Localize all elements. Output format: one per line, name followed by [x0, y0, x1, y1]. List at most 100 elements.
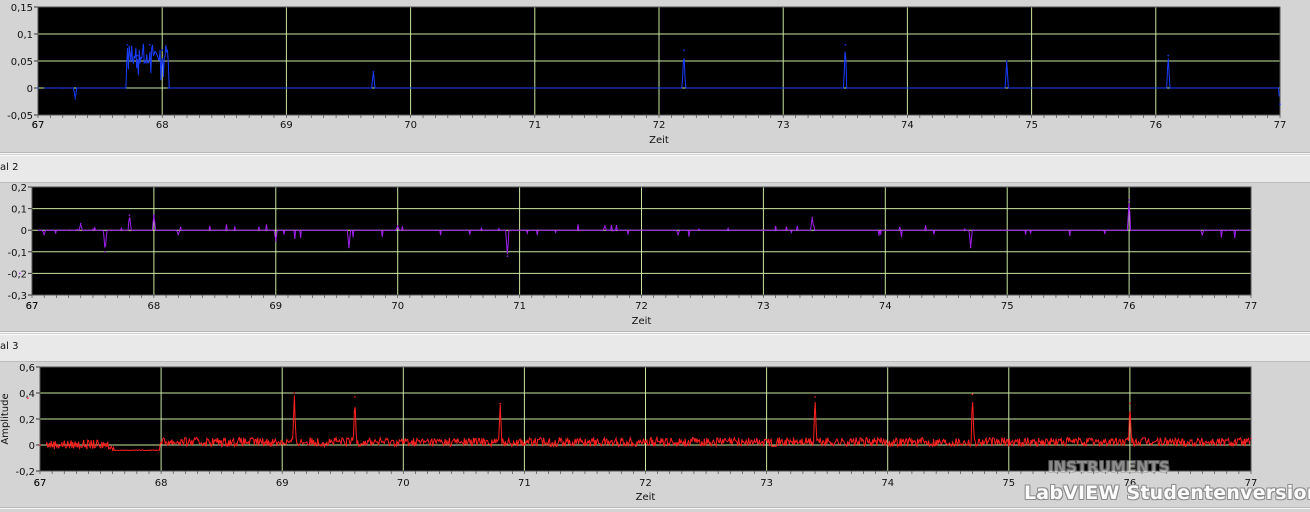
plot-frame	[37, 6, 1281, 116]
data-point	[348, 246, 350, 249]
y-tick-label: 0,2	[11, 183, 27, 194]
data-point	[43, 233, 45, 236]
x-tick-label: 76	[1149, 120, 1162, 131]
x-tick-label: 73	[777, 120, 790, 131]
x-tick-label: 75	[1002, 478, 1015, 489]
data-point	[160, 441, 162, 444]
x-tick-label: 73	[757, 301, 770, 312]
x-tick-label: 67	[26, 301, 39, 312]
data-point	[148, 44, 151, 46]
x-tick-label: 68	[148, 301, 161, 312]
data-point	[99, 446, 102, 449]
x-tick-label: 67	[34, 478, 47, 489]
x-tick-label: 70	[404, 120, 417, 131]
data-point	[1279, 103, 1281, 105]
series-line-1	[44, 43, 1280, 98]
x-tick-label: 71	[518, 478, 531, 489]
y-tick-label: -0,2	[15, 467, 35, 478]
data-point	[372, 71, 375, 73]
x-tick-label: 72	[635, 301, 648, 312]
data-point	[844, 44, 847, 46]
panel-strip-3: al 3	[0, 334, 1310, 362]
panel-2-label: al 2	[0, 162, 19, 173]
x-tick-label: 71	[513, 301, 526, 312]
x-tick-label: 73	[760, 478, 773, 489]
y-tick-label: 0,05	[11, 57, 33, 68]
y-tick-label: 0,1	[11, 205, 27, 216]
plot-frame	[39, 366, 1252, 472]
data-point	[604, 225, 606, 227]
x-tick-label: 72	[639, 478, 652, 489]
y-tick-label: -0,1	[7, 248, 27, 259]
x-tick-label: 67	[32, 120, 45, 131]
data-point	[396, 225, 399, 227]
data-point	[62, 87, 64, 89]
data-point	[683, 49, 685, 51]
x-tick-label: 75	[1001, 301, 1014, 312]
x-tick-label: 69	[269, 301, 282, 312]
watermark-top: INSTRUMENTS	[1048, 458, 1170, 476]
data-point	[104, 251, 106, 253]
data-point	[153, 214, 155, 216]
data-point	[126, 44, 129, 46]
x-tick-label: 74	[881, 478, 894, 489]
x-tick-label: 67	[34, 478, 47, 489]
x-axis-label: Zeit	[649, 135, 669, 146]
data-point	[37, 87, 39, 89]
x-tick-label: 68	[156, 120, 169, 131]
data-point	[1005, 60, 1008, 62]
x-tick-label: 69	[276, 478, 289, 489]
data-point	[811, 216, 813, 219]
series-line-2	[38, 203, 1251, 254]
data-point	[128, 214, 131, 216]
x-tick-label: 70	[397, 478, 410, 489]
data-point	[506, 255, 509, 257]
y-tick-label: 0,1	[17, 30, 33, 41]
y-axis-label: Amplitude	[0, 393, 11, 444]
plot-frame	[31, 186, 1252, 296]
x-tick-label: 67	[32, 120, 45, 131]
x-tick-label: 74	[901, 120, 914, 131]
x-tick-label: 75	[1025, 120, 1038, 131]
y-tick-label: 0,6	[19, 363, 35, 374]
data-point	[27, 397, 29, 400]
panel-3-label: al 3	[0, 341, 19, 352]
data-point	[74, 98, 77, 100]
data-point	[1201, 233, 1204, 236]
panel-strip-2: al 2	[0, 155, 1310, 183]
data-point	[167, 87, 170, 89]
x-tick-label: 70	[391, 301, 404, 312]
data-point	[644, 440, 647, 442]
x-tick-label: 67	[26, 301, 39, 312]
data-point	[969, 246, 972, 249]
data-point	[814, 396, 816, 398]
x-tick-label: 77	[1245, 301, 1258, 312]
x-tick-label: 77	[1274, 120, 1287, 131]
data-point	[19, 272, 21, 275]
x-tick-label: 72	[653, 120, 666, 131]
x-tick-label: 71	[528, 120, 541, 131]
y-tick-label: 0	[21, 226, 27, 237]
data-point	[499, 402, 501, 405]
x-tick-label: 76	[1124, 478, 1137, 489]
data-point	[124, 87, 126, 89]
y-tick-label: 0,2	[19, 415, 35, 426]
data-point	[354, 396, 356, 398]
x-tick-label: 69	[280, 120, 293, 131]
data-point	[1167, 54, 1170, 57]
x-axis-label: Zeit	[636, 492, 656, 503]
x-tick-label: 74	[879, 301, 892, 312]
y-tick-label: -0,05	[7, 111, 33, 122]
x-tick-label: 76	[1123, 301, 1136, 312]
x-axis-label: Zeit	[632, 316, 652, 327]
data-point	[1129, 402, 1131, 405]
data-point	[971, 393, 974, 396]
data-point	[293, 392, 296, 394]
data-point	[39, 444, 41, 446]
data-point	[1128, 199, 1130, 201]
data-point	[177, 233, 180, 236]
